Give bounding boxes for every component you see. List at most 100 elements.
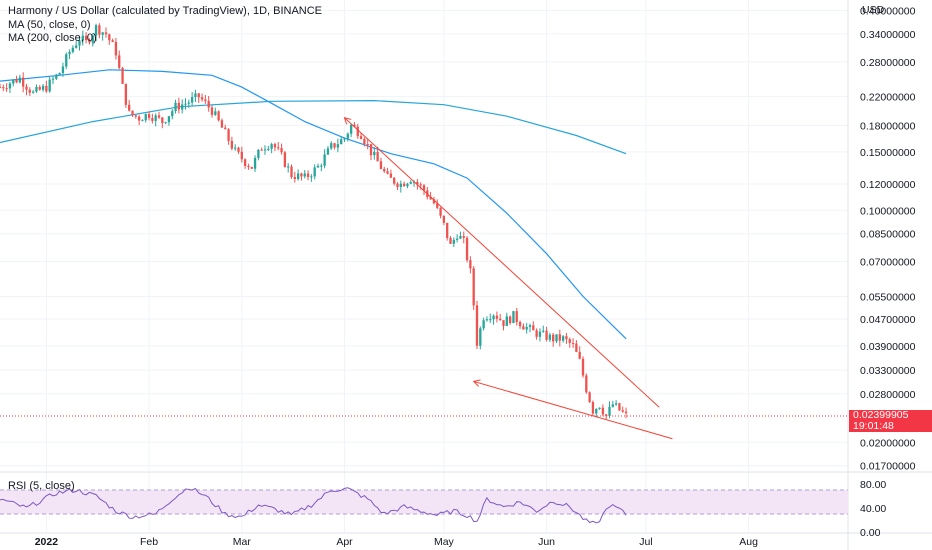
candle-body: [522, 326, 525, 330]
candle-body: [436, 203, 439, 208]
price-tick-label: 0.02000000: [860, 437, 916, 449]
price-tick-label: 0.05500000: [860, 291, 916, 303]
candle-body: [379, 161, 383, 169]
candle-body: [8, 83, 12, 89]
last-price-label: 0.02399905 19:01:48: [849, 409, 932, 432]
candle-body: [141, 120, 144, 122]
candle-body: [0, 87, 2, 89]
countdown-timer: 19:01:48: [853, 419, 894, 432]
candle-body: [234, 147, 237, 149]
candle-body: [442, 215, 446, 223]
candle-body: [31, 91, 35, 93]
ma50-line: [0, 69, 627, 340]
price-tick-label: 0.02800000: [860, 389, 916, 401]
candle-body: [48, 79, 51, 92]
time-axis[interactable]: 2022 Feb Mar Apr May Jun Jul Aug: [35, 536, 758, 548]
candle-body: [320, 165, 323, 167]
candle-body: [118, 55, 121, 68]
candle-body: [197, 93, 200, 98]
candle-body: [363, 138, 366, 145]
candle-body: [88, 40, 91, 43]
candle-body: [184, 103, 187, 105]
candle-body: [306, 173, 310, 177]
time-tick-label: Jul: [639, 536, 652, 548]
candle-body: [194, 93, 197, 98]
trend-line: [473, 380, 673, 440]
rsi-legend[interactable]: RSI (5, close): [8, 480, 75, 492]
candle-body: [326, 148, 330, 155]
candle-body: [151, 117, 154, 121]
candle-body: [217, 111, 220, 121]
candle-body: [257, 149, 260, 158]
candle-body: [316, 165, 320, 168]
candle-body: [15, 79, 18, 83]
price-tick-label: 0.01700000: [860, 461, 916, 473]
candle-body: [300, 173, 303, 177]
candle-body: [459, 236, 462, 239]
ma200-legend[interactable]: MA (200, close, 0): [8, 32, 97, 44]
candle-body: [250, 166, 253, 169]
candle-body: [227, 129, 230, 141]
candle-body: [505, 316, 508, 326]
candle-body: [181, 104, 184, 110]
rsi-tick-label: 40.00: [860, 503, 886, 515]
candle-body: [210, 107, 214, 115]
price-tick-label: 0.04700000: [860, 314, 916, 326]
candle-body: [290, 166, 293, 177]
candle-body: [406, 183, 409, 187]
price-tick-label: 0.34000000: [860, 29, 916, 41]
candle-body: [585, 375, 588, 393]
candle-body: [402, 183, 406, 187]
candle-body: [310, 176, 313, 178]
price-tick-label: 0.28000000: [860, 57, 916, 69]
trend-lines[interactable]: [343, 117, 673, 440]
candle-body: [214, 111, 217, 115]
candle-body: [296, 173, 300, 180]
candle-body: [356, 126, 359, 137]
candle-body: [207, 100, 210, 108]
candle-body: [512, 311, 515, 324]
candle-body: [409, 182, 412, 184]
candle-body: [386, 171, 389, 174]
candle-body: [230, 140, 234, 149]
rsi-tick-label: 80.00: [860, 479, 886, 491]
candle-body: [571, 342, 575, 344]
candle-body: [578, 351, 581, 359]
candle-body: [485, 319, 489, 321]
candle-body: [525, 326, 528, 330]
candle-body: [446, 222, 449, 238]
price-tick-label: 0.07000000: [860, 257, 916, 269]
candle-body: [22, 77, 25, 87]
time-tick-label: Aug: [739, 536, 758, 548]
candle-body: [164, 122, 167, 124]
candle-body: [614, 403, 618, 405]
candle-body: [78, 40, 81, 46]
candle-body: [416, 181, 419, 185]
price-tick-label: 0.10000000: [860, 205, 916, 217]
candle-body: [243, 159, 247, 167]
rsi-line: [0, 487, 627, 524]
ma50-legend[interactable]: MA (50, close, 0): [8, 19, 91, 31]
candle-body: [393, 177, 396, 184]
candle-body: [340, 139, 343, 145]
candle-body: [535, 330, 538, 337]
candle-body: [581, 358, 585, 376]
candle-body: [277, 147, 280, 149]
candle-body: [359, 136, 363, 139]
candle-body: [61, 66, 65, 74]
candle-body: [5, 88, 8, 90]
candle-body: [605, 414, 608, 416]
candle-body: [369, 144, 373, 156]
candle-body: [167, 116, 171, 123]
candle-body: [94, 25, 98, 36]
candle-body: [548, 334, 552, 340]
candle-body: [114, 41, 118, 56]
candle-body: [65, 54, 68, 67]
candle-body: [35, 86, 38, 92]
price-tick-label: 0.03300000: [860, 365, 916, 377]
candle-body: [253, 157, 257, 169]
candle-body: [455, 238, 459, 240]
trend-arrow: [472, 379, 481, 387]
